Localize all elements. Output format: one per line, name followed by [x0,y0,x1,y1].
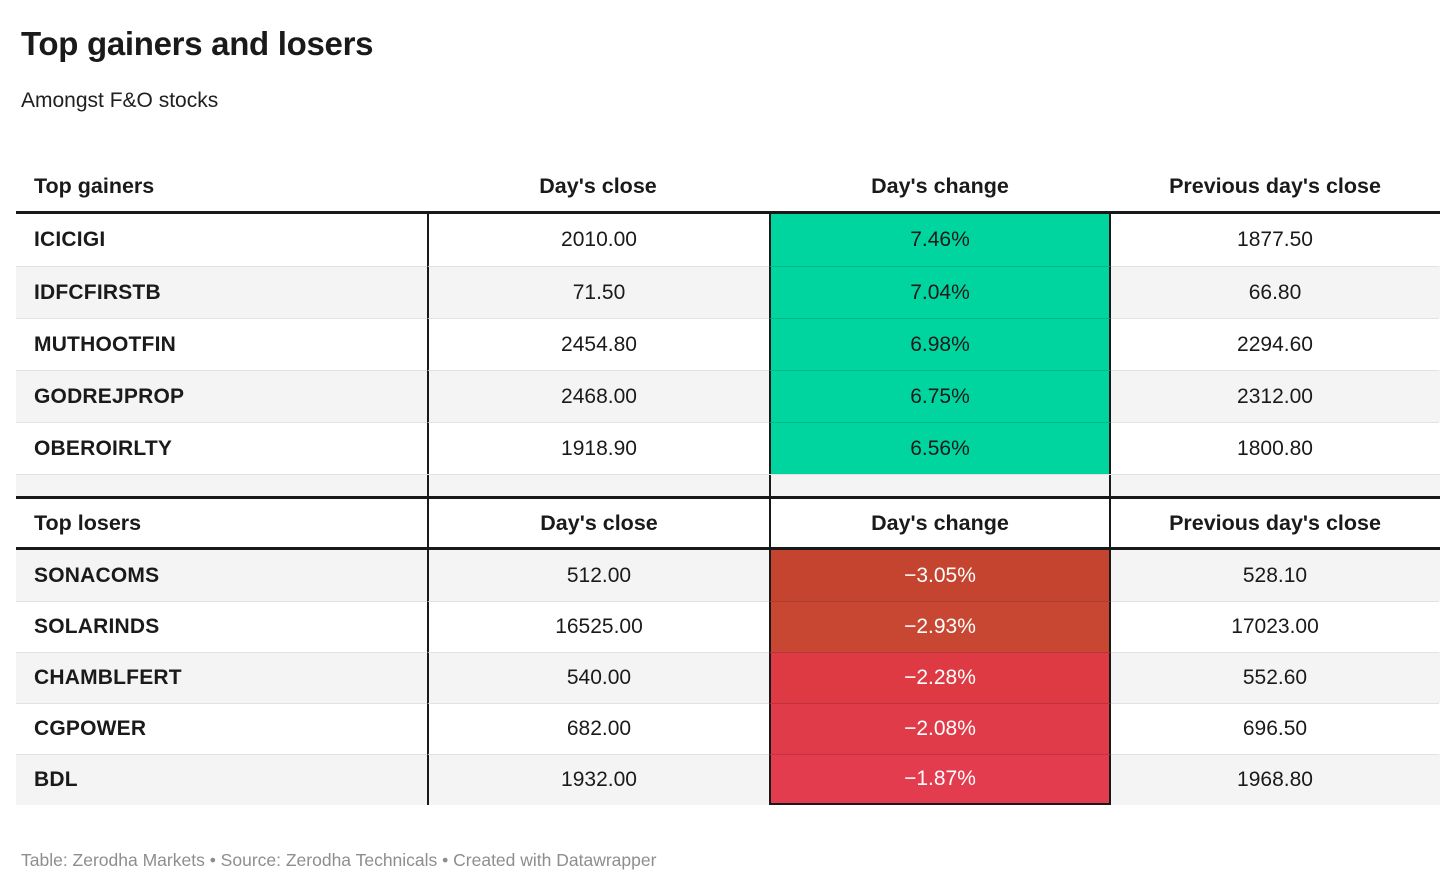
losers-header-row: Top losers Day's close Day's change Prev… [16,496,1440,550]
stock-name: OBEROIRLTY [16,422,427,474]
stock-name: GODREJPROP [16,370,427,422]
stock-name: ICICIGI [34,228,106,251]
gainers-body: ICICIGI 2010.00 7.46% 1877.50 IDFCFIRSTB… [16,214,1440,474]
table-row: CHAMBLFERT 540.00 −2.28% 552.60 [16,652,1440,703]
prev-close-value: 696.50 [1111,703,1439,754]
days-change-value: −2.08% [769,703,1111,754]
days-change-value: −2.28% [769,652,1111,703]
stock-name: MUTHOOTFIN [16,318,427,370]
stock-name: IDFCFIRSTB [16,266,427,318]
days-close-value: 2468.00 [427,370,769,422]
days-close-value: 2454.80 [427,318,769,370]
prev-close-value: 1800.80 [1111,422,1439,474]
table-row: BDL 1932.00 −1.87% 1968.80 [16,754,1440,805]
days-change-value: −3.05% [769,550,1111,601]
days-change-value: 7.46% [769,214,1111,266]
column-header-days-change: Day's change [769,499,1111,547]
stock-name: BDL [16,754,427,805]
table-section-spacer [16,474,1440,496]
days-close-value: 2010.00 [427,214,769,266]
prev-close-value: 2294.60 [1111,318,1439,370]
stock-name: SOLARINDS [16,601,427,652]
days-change-value: 6.75% [769,370,1111,422]
table-row: OBEROIRLTY 1918.90 6.56% 1800.80 [16,422,1440,474]
table-row: GODREJPROP 2468.00 6.75% 2312.00 [16,370,1440,422]
table-row: SOLARINDS 16525.00 −2.93% 17023.00 [16,601,1440,652]
column-header-prev-close: Previous day's close [1169,174,1381,198]
prev-close-value: 1968.80 [1111,754,1439,805]
page-subtitle: Amongst F&O stocks [21,89,219,112]
page-title: Top gainers and losers [21,25,374,62]
losers-body: SONACOMS 512.00 −3.05% 528.10 SOLARINDS … [16,550,1440,805]
days-close-value: 1932.00 [427,754,769,805]
losers-header-label: Top losers [34,510,142,535]
table-row: ICICIGI 2010.00 7.46% 1877.50 [16,214,1440,266]
days-close-value: 71.50 [427,266,769,318]
table-row: SONACOMS 512.00 −3.05% 528.10 [16,550,1440,601]
table-row: MUTHOOTFIN 2454.80 6.98% 2294.60 [16,318,1440,370]
prev-close-value: 1877.50 [1237,228,1313,251]
page: Top gainers and losers Amongst F&O stock… [16,25,1440,870]
attribution-footer: Table: Zerodha Markets • Source: Zerodha… [21,850,657,870]
days-close-value: 16525.00 [427,601,769,652]
prev-close-value: 552.60 [1111,652,1439,703]
days-change-value: 7.04% [769,266,1111,318]
days-close-value: 1918.90 [427,422,769,474]
gainers-header-row: Top gainers Day's close Day's change Pre… [16,162,1440,214]
stock-name: SONACOMS [34,563,160,587]
table-row: CGPOWER 682.00 −2.08% 696.50 [16,703,1440,754]
days-change-value: 6.56% [769,422,1111,474]
column-header-days-close: Day's close [539,174,657,198]
days-close-value: 512.00 [427,550,769,601]
days-change-value: 6.98% [769,318,1111,370]
column-header-days-change: Day's change [871,174,1009,198]
gainers-losers-table: Top gainers Day's close Day's change Pre… [16,162,1440,805]
days-close-value: 682.00 [427,703,769,754]
prev-close-value: 2312.00 [1111,370,1439,422]
table-row: IDFCFIRSTB 71.50 7.04% 66.80 [16,266,1440,318]
days-change-value: −1.87% [769,754,1111,805]
gainers-header-label: Top gainers [34,174,155,198]
column-header-prev-close: Previous day's close [1169,510,1381,535]
column-header-days-close: Day's close [427,499,769,547]
stock-name: CGPOWER [16,703,427,754]
days-close-value: 540.00 [427,652,769,703]
stock-name: CHAMBLFERT [16,652,427,703]
days-change-value: −2.93% [769,601,1111,652]
prev-close-value: 528.10 [1242,563,1308,587]
prev-close-value: 17023.00 [1111,601,1439,652]
prev-close-value: 66.80 [1111,266,1439,318]
